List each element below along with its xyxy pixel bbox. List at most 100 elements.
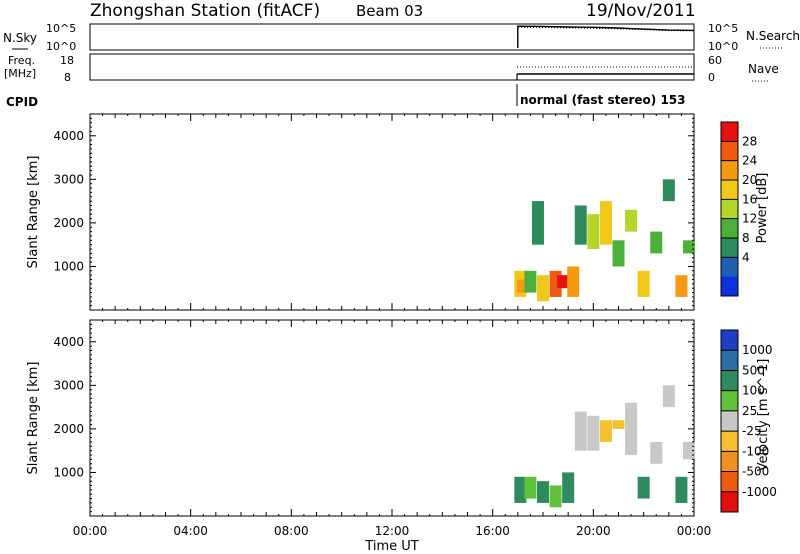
heatmap-cell (637, 476, 650, 499)
freq-tick-bottom: 8 (64, 71, 71, 84)
colorbar-swatch (721, 410, 738, 432)
nsky-panel: N.Sky 10^5 10^0 10^5 10^0 N.Search (3, 22, 800, 53)
power-colorbar-label: Power [dB] (755, 173, 770, 244)
nsky-label: N.Sky (3, 31, 37, 45)
colorbar-swatch (721, 122, 738, 142)
time-tick-label: 04:00 (173, 524, 208, 538)
cpid-mode: normal (fast stereo) 153 (520, 93, 686, 107)
freq-tick-top: 18 (60, 54, 74, 67)
y-tick-label: 1000 (53, 465, 84, 479)
colorbar-swatch (721, 451, 738, 473)
colorbar-swatch (721, 238, 738, 258)
heatmap-cell (650, 441, 663, 464)
colorbar-swatch (721, 218, 738, 239)
nsearch-label: N.Search (746, 29, 800, 43)
heatmap-cell (599, 420, 612, 442)
time-tick-label: 12:00 (375, 524, 410, 538)
nsky-tick-bottom: 10^0 (46, 40, 76, 53)
power-ylabel: Slant Range [km] (26, 156, 41, 269)
velocity-ylabel: Slant Range [km] (26, 362, 41, 475)
beam-label: Beam 03 (356, 2, 423, 20)
colorbar-swatch (721, 160, 738, 181)
colorbar-swatch (721, 471, 738, 493)
station-title: Zhongshan Station (fitACF) (90, 1, 320, 21)
colorbar-swatch (721, 276, 738, 297)
colorbar-tick-label: 24 (742, 154, 757, 168)
freq-unit: [MHz] (4, 67, 36, 80)
heatmap-cell (662, 179, 675, 202)
heatmap-cell (650, 231, 663, 254)
colorbar-tick-label: 12 (742, 212, 757, 226)
colorbar-swatch (721, 180, 738, 200)
colorbar-tick-label: 500 (742, 363, 765, 377)
freq-label: Freq. (8, 54, 35, 67)
y-tick-label: 2000 (53, 216, 84, 230)
colorbar-tick-label: -500 (742, 465, 769, 479)
heatmap-cell (599, 201, 612, 245)
velocity-panel: 1000 2000 3000 4000 Slant Range [km] (26, 319, 695, 517)
time-tick-label: 00:00 (677, 524, 712, 538)
colorbar-swatch (721, 491, 738, 513)
nave-tick-bottom: 0 (708, 71, 715, 84)
heatmap-cell (587, 415, 600, 451)
y-tick-label: 2000 (53, 422, 84, 436)
nave-tick-top: 60 (708, 54, 722, 67)
heatmap-cell (524, 270, 537, 293)
heatmap-cell (531, 201, 544, 245)
heatmap-cell (574, 205, 587, 245)
colorbar-swatch (721, 431, 738, 452)
colorbar-tick-label: -1000 (742, 485, 777, 499)
colorbar-tick-label: 25 (742, 404, 757, 418)
heatmap-cell (637, 270, 650, 297)
time-axis-title: Time UT (364, 539, 418, 554)
colorbar-tick-label: 8 (742, 231, 750, 245)
nsky-tick-top: 10^5 (46, 22, 76, 35)
colorbar-swatch (721, 141, 738, 162)
colorbar-tick-label: -100 (742, 444, 769, 458)
colorbar-swatch (721, 370, 738, 392)
time-tick-label: 16:00 (475, 524, 510, 538)
heatmap-cell (682, 240, 695, 254)
time-tick-label: 20:00 (576, 524, 611, 538)
nsky-series-line (517, 25, 695, 48)
colorbar-tick-label: 20 (742, 173, 757, 187)
y-tick-label: 3000 (53, 172, 84, 186)
heatmap-cell (612, 420, 625, 429)
power-panel: 1000 2000 3000 4000 Slant Range [km] (26, 113, 695, 311)
colorbar-tick-label: 1000 (742, 343, 773, 357)
heatmap-cell (682, 441, 695, 460)
time-tick-label: 00:00 (73, 524, 108, 538)
heatmap-cell (675, 275, 688, 297)
colorbar-tick-label: 16 (742, 192, 757, 206)
colorbar-tick-label: 4 (742, 250, 750, 264)
heatmap-cell (675, 476, 688, 503)
heatmap-cell (567, 266, 580, 297)
nsearch-tick-bottom: 10^0 (708, 40, 738, 53)
y-tick-label: 4000 (53, 335, 84, 349)
cpid-label: CPID (6, 95, 38, 109)
heatmap-cell (625, 402, 638, 456)
colorbar-tick-label: -25 (742, 424, 762, 438)
nave-label: Nave (748, 62, 779, 76)
colorbar-tick-label: 100 (742, 384, 765, 398)
heatmap-cell (557, 275, 570, 289)
heatmap-cell (549, 485, 562, 508)
heatmap-cell (524, 476, 537, 499)
colorbar-swatch (721, 257, 738, 278)
nsearch-tick-top: 10^5 (708, 22, 738, 35)
y-tick-label: 1000 (53, 259, 84, 273)
power-colorbar: 28 24 20 16 12 8 4 Power [dB] (720, 121, 770, 297)
heatmap-cell (562, 472, 575, 503)
y-tick-label: 3000 (53, 378, 84, 392)
colorbar-swatch (721, 330, 738, 351)
colorbar-swatch (721, 199, 738, 220)
velocity-colorbar-label: Velocity [m s^-1] (756, 359, 771, 472)
heatmap-cell (662, 385, 675, 408)
y-tick-label: 4000 (53, 129, 84, 143)
nsearch-series-line (517, 26, 695, 48)
velocity-colorbar: 1000 500 100 25 -25 -100 -500 -1000 Velocity [m… (720, 329, 777, 513)
heatmap-cell (514, 476, 527, 503)
freq-panel: Freq. [MHz] 18 8 60 0 Nave (4, 53, 779, 84)
heatmap-cell (625, 209, 638, 232)
